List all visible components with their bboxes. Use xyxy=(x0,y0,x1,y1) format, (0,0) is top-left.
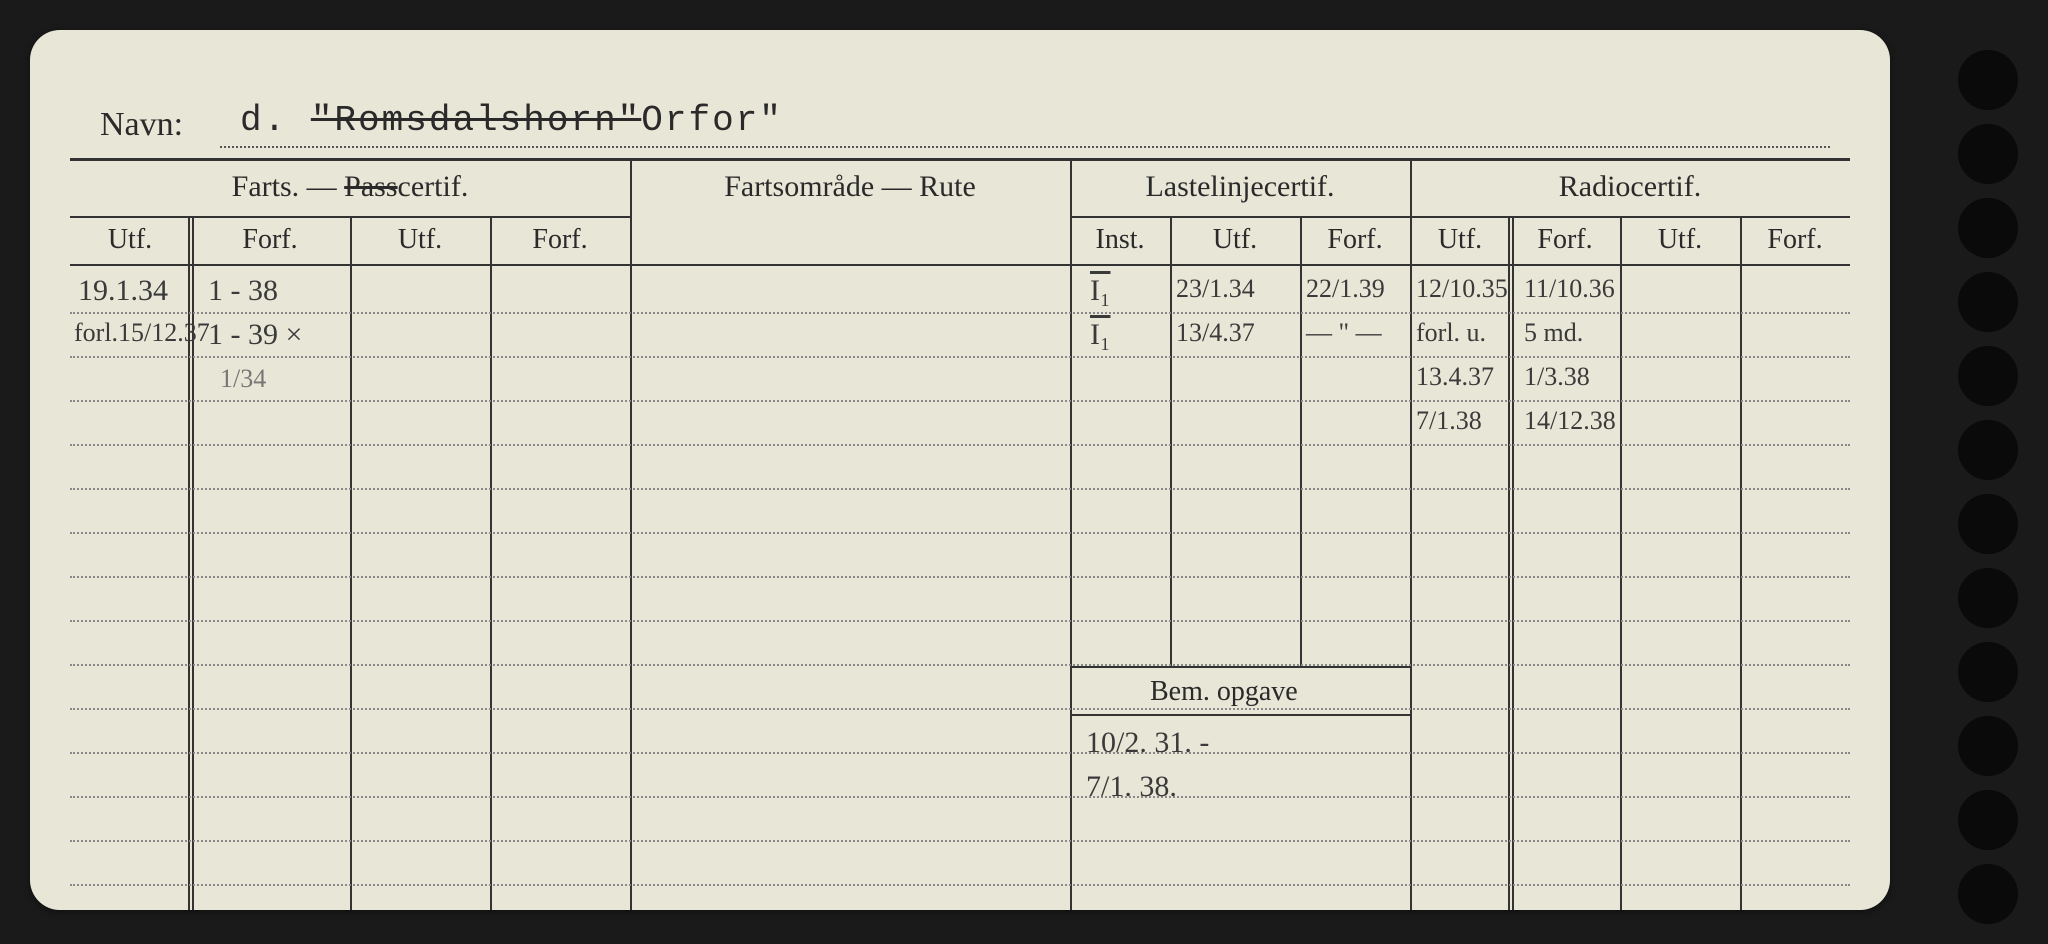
hw-radio-2-utf: 13.4.37 xyxy=(1416,362,1494,392)
hw-laste-0-forf: 22/1.39 xyxy=(1306,274,1385,304)
punch-hole xyxy=(1958,198,2018,258)
hw-farts-1-utf: forl.15/12.37 xyxy=(74,318,210,348)
hw-radio-1-forf: 5 md. xyxy=(1524,318,1583,348)
header-farts-pre: Farts. — xyxy=(232,170,345,203)
sub-farts-forf1: Forf. xyxy=(190,224,350,262)
sub-radio-forf1: Forf. xyxy=(1510,224,1620,262)
header-radio: Radiocertif. xyxy=(1410,170,1850,214)
punch-hole xyxy=(1958,790,2018,850)
rule-top xyxy=(70,158,1850,161)
navn-value: d. "Romsdalshorn"Orfor" xyxy=(240,100,783,141)
sub-laste-forf: Forf. xyxy=(1300,224,1410,262)
navn-prefix: d. xyxy=(240,100,287,141)
punch-hole xyxy=(1958,272,2018,332)
sub-farts-utf1: Utf. xyxy=(70,224,190,262)
hw-bem-0: 10/2. 31. - xyxy=(1086,726,1209,760)
sub-laste-inst: Inst. xyxy=(1070,224,1170,262)
punch-hole xyxy=(1958,420,2018,480)
navn-label: Navn: xyxy=(100,106,183,144)
navn-suffix: Orfor" xyxy=(641,100,783,141)
punch-hole xyxy=(1958,716,2018,776)
hw-radio-1-utf: forl. u. xyxy=(1416,318,1486,348)
bem-label: Bem. opgave xyxy=(1150,676,1298,708)
rule-sec-3 xyxy=(1070,216,1410,218)
hw-radio-3-forf: 14/12.38 xyxy=(1524,406,1616,436)
rule-sub xyxy=(70,264,1850,266)
hw-radio-2-forf: 1/3.38 xyxy=(1524,362,1590,392)
header-laste: Lastelinjecertif. xyxy=(1070,170,1410,214)
sub-radio-forf2: Forf. xyxy=(1740,224,1850,262)
hw-farts-1-forf: 1 - 39 × xyxy=(208,318,302,352)
hw-bem-1: 7/1. 38. xyxy=(1086,770,1177,804)
navn-row: Navn: d. "Romsdalshorn"Orfor" xyxy=(90,88,1830,148)
sub-laste-utf: Utf. xyxy=(1170,224,1300,262)
navn-struck: "Romsdalshorn" xyxy=(311,100,641,141)
hw-laste-1-forf: — " — xyxy=(1306,318,1382,348)
bem-rule2 xyxy=(1070,714,1410,716)
punch-hole xyxy=(1958,568,2018,628)
punch-hole xyxy=(1958,494,2018,554)
hw-farts-0-forf: 1 - 38 xyxy=(208,274,278,308)
header-fartsomrade: Fartsområde — Rute xyxy=(630,170,1070,214)
sub-radio-utf1: Utf. xyxy=(1410,224,1510,262)
punch-hole xyxy=(1958,346,2018,406)
header-farts-tail: certif. xyxy=(398,170,469,203)
punch-hole xyxy=(1958,50,2018,110)
hw-laste-0-inst: I₁ xyxy=(1090,274,1110,308)
hw-radio-3-utf: 7/1.38 xyxy=(1416,406,1482,436)
bem-rule xyxy=(1070,666,1410,668)
punch-hole xyxy=(1958,124,2018,184)
index-card: Navn: d. "Romsdalshorn"Orfor" Farts. — P… xyxy=(30,30,1890,910)
hw-laste-0-utf: 23/1.34 xyxy=(1176,274,1255,304)
punch-hole xyxy=(1958,642,2018,702)
sub-farts-forf2: Forf. xyxy=(490,224,630,262)
hw-laste-1-utf: 13/4.37 xyxy=(1176,318,1255,348)
hw-farts-0-utf: 19.1.34 xyxy=(78,274,168,308)
sub-radio-utf2: Utf. xyxy=(1620,224,1740,262)
hw-radio-0-forf: 11/10.36 xyxy=(1524,274,1615,304)
hw-farts-2-forf: 1/34 xyxy=(220,364,266,394)
punch-holes xyxy=(1898,0,2048,944)
rule-sec-4 xyxy=(1410,216,1850,218)
hw-laste-1-inst: I₁ xyxy=(1090,318,1110,352)
hw-radio-0-utf: 12/10.35 xyxy=(1416,274,1508,304)
sub-farts-utf2: Utf. xyxy=(350,224,490,262)
punch-hole xyxy=(1958,864,2018,924)
header-farts: Farts. — Passcertif. xyxy=(70,170,630,214)
header-farts-strike: Pass xyxy=(344,170,397,203)
body-rows xyxy=(70,270,1850,870)
navn-underline xyxy=(220,146,1830,148)
